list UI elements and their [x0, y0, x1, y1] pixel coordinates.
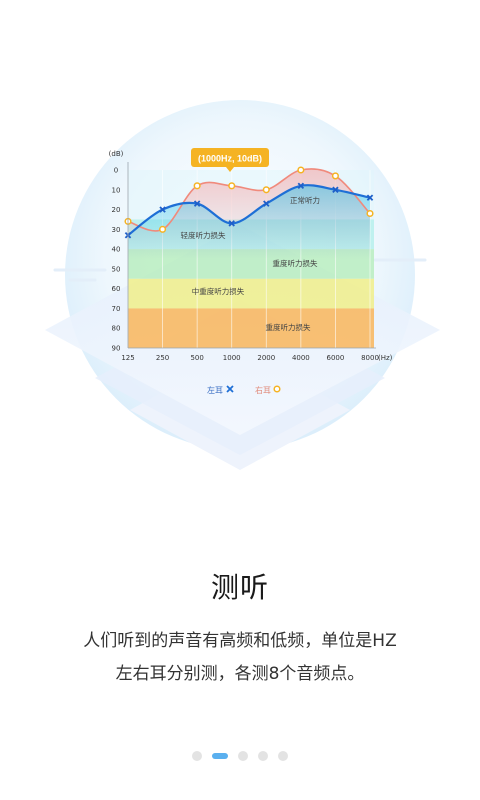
page-dot[interactable]	[258, 751, 268, 761]
left-ear-point	[228, 220, 235, 227]
tooltip-text: (1000Hz, 10dB)	[198, 154, 262, 164]
y-tick-label: 0	[114, 167, 118, 175]
left-ear-point	[297, 182, 305, 190]
zone-label: 轻度听力损失	[181, 230, 226, 240]
legend: 左耳 右耳	[207, 385, 281, 395]
page-dot[interactable]	[238, 751, 248, 761]
page-title: 测听	[210, 571, 269, 604]
legend-right-ear-label: 右耳	[255, 385, 271, 395]
right-ear-point	[159, 225, 167, 233]
right-ear-point	[297, 166, 305, 174]
zone-label: 重度听力损失	[266, 322, 311, 332]
right-ear-point	[262, 186, 270, 194]
left-ear-point	[366, 194, 374, 201]
x-tick-label: 2000	[257, 354, 275, 362]
y-tick-label: 60	[112, 285, 121, 293]
x-tick-label: 500	[190, 354, 203, 362]
left-ear-point	[332, 186, 339, 194]
y-tick-label: 70	[112, 305, 121, 313]
x-axis-unit: (Hz)	[378, 354, 393, 362]
y-axis-unit: (dB)	[109, 150, 124, 158]
y-tick-label: 30	[112, 226, 121, 234]
legend-right-ear-marker	[273, 385, 281, 393]
y-tick-label: 10	[112, 186, 121, 194]
y-tick-label: 80	[112, 325, 121, 333]
left-ear-point	[159, 206, 166, 213]
description-line-2: 左右耳分别测，各测8个音频点。	[115, 664, 365, 684]
page-dot[interactable]	[192, 751, 202, 761]
tooltip-box	[191, 148, 269, 167]
zone-label: 中重度听力损失	[192, 286, 245, 296]
tooltip-pointer	[226, 167, 234, 172]
y-tick-label: 50	[112, 265, 121, 273]
page-dot[interactable]	[278, 751, 288, 761]
zone-label: 正常听力	[290, 195, 320, 205]
zone-band	[128, 278, 374, 309]
y-tick-label: 40	[112, 246, 121, 254]
left-ear-point	[193, 200, 201, 207]
legend-left-ear-label: 左耳	[207, 385, 223, 395]
zone-label: 重度听力损失	[273, 258, 318, 268]
right-ear-point	[366, 209, 374, 218]
page-indicator	[0, 751, 480, 761]
right-ear-point	[193, 182, 201, 190]
y-tick-label: 90	[112, 345, 121, 353]
x-tick-label: 125	[121, 354, 134, 362]
tooltip: (1000Hz, 10dB)	[191, 148, 269, 172]
x-tick-label: 1000	[223, 354, 241, 362]
x-tick-label: 4000	[292, 354, 310, 362]
x-tick-label: 250	[156, 354, 169, 362]
page-dot-active[interactable]	[212, 753, 228, 759]
y-tick-label: 20	[112, 206, 121, 214]
right-ear-point	[331, 172, 339, 180]
zone-band	[128, 308, 374, 348]
description-line-1: 人们听到的声音有高频和低频，单位是HZ	[83, 631, 397, 651]
left-ear-line	[127, 184, 371, 237]
left-ear-point	[263, 200, 270, 207]
x-tick-label: 6000	[327, 354, 345, 362]
x-tick-label: 8000	[361, 354, 379, 362]
right-ear-point	[228, 182, 236, 190]
legend-left-ear-marker	[226, 385, 234, 393]
